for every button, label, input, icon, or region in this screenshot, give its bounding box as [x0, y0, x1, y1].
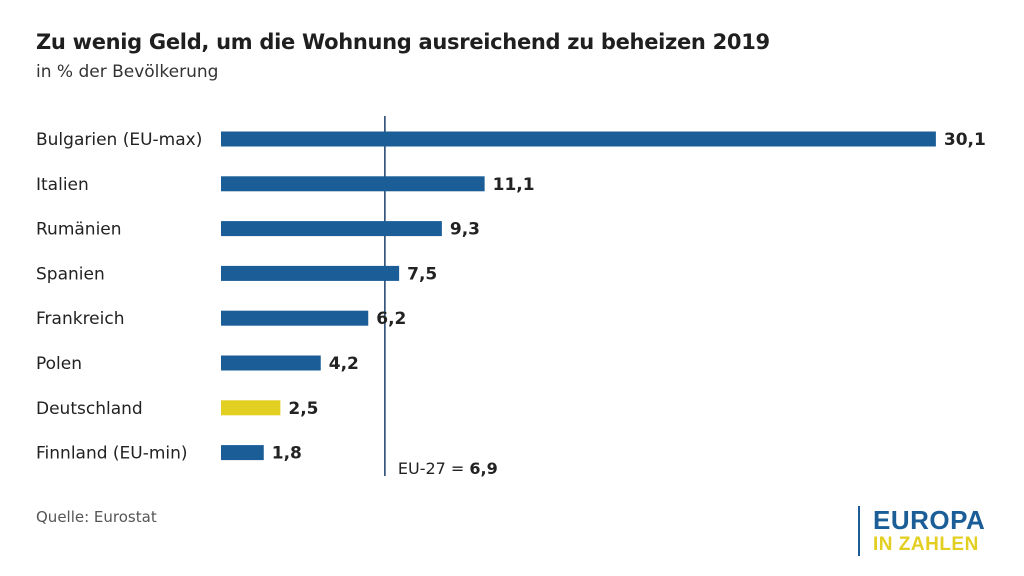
bar: [221, 355, 321, 371]
value-label: 30,1: [944, 130, 986, 150]
logo-line-1: EUROPA: [873, 505, 986, 535]
eu27-reference-label: EU-27 = 6,9: [398, 459, 498, 478]
bar: [221, 176, 485, 192]
category-label: Frankreich: [36, 309, 125, 329]
bar: [221, 221, 442, 237]
value-label: 6,2: [376, 309, 406, 329]
value-label: 7,5: [407, 264, 437, 284]
value-label: 4,2: [329, 354, 359, 374]
category-label: Polen: [36, 354, 82, 374]
bar: [221, 131, 936, 147]
category-label: Spanien: [36, 264, 105, 284]
category-label: Bulgarien (EU-max): [36, 130, 202, 150]
category-label: Italien: [36, 175, 89, 195]
bar: [221, 400, 281, 416]
bar: [221, 310, 369, 326]
value-label: 11,1: [493, 175, 535, 195]
value-label: 9,3: [450, 220, 480, 240]
chart-title: Zu wenig Geld, um die Wohnung ausreichen…: [36, 30, 770, 54]
bar: [221, 265, 400, 281]
chart-subtitle: in % der Bevölkerung: [36, 62, 219, 82]
logo-line-2: IN ZAHLEN: [873, 534, 979, 555]
category-label: Finnland (EU-min): [36, 444, 188, 464]
category-label: Deutschland: [36, 399, 143, 419]
value-label: 1,8: [272, 444, 302, 464]
europa-in-zahlen-logo: EUROPA IN ZAHLEN: [858, 506, 985, 556]
source-note: Quelle: Eurostat: [36, 508, 157, 526]
category-label: Rumänien: [36, 220, 122, 240]
value-label: 2,5: [288, 399, 318, 419]
bar: [221, 445, 264, 461]
